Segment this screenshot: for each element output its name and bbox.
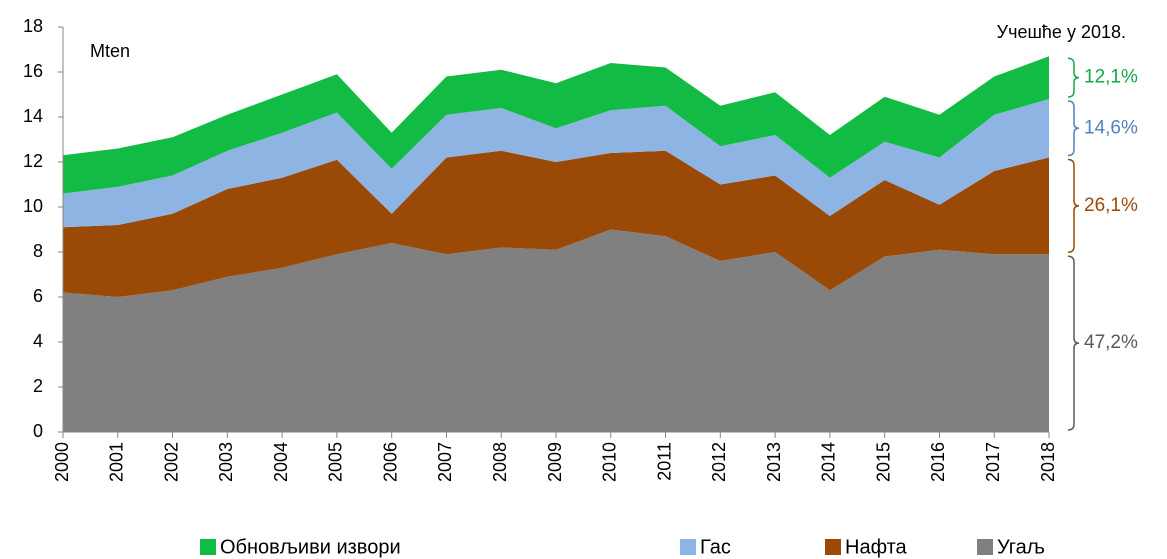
legend-label: Угаљ bbox=[997, 536, 1045, 558]
y-tick-label: 14 bbox=[23, 106, 43, 126]
share-label: 47,2% bbox=[1084, 332, 1138, 353]
x-tick-label: 2005 bbox=[326, 442, 346, 482]
brace bbox=[1067, 57, 1080, 98]
y-tick-label: 12 bbox=[23, 151, 43, 171]
x-tick-label: 2017 bbox=[983, 442, 1003, 482]
unit-label: Mten bbox=[90, 41, 130, 61]
legend-swatch bbox=[825, 539, 841, 555]
x-tick-label: 2011 bbox=[654, 442, 674, 481]
x-tick-label: 2018 bbox=[1038, 442, 1058, 482]
x-tick-label: 2003 bbox=[216, 442, 236, 482]
x-tick-label: 2014 bbox=[819, 442, 839, 482]
legend-label: Нафта bbox=[845, 536, 908, 558]
share-title: Учешће у 2018. bbox=[997, 22, 1126, 42]
x-tick-label: 2010 bbox=[600, 442, 620, 482]
legend-label: Гас bbox=[700, 536, 731, 558]
x-tick-label: 2009 bbox=[545, 442, 565, 482]
x-tick-label: 2001 bbox=[107, 442, 127, 482]
x-tick-label: 2012 bbox=[709, 442, 729, 482]
x-tick-label: 2000 bbox=[52, 442, 72, 482]
share-label: 14,6% bbox=[1084, 117, 1138, 138]
area bbox=[63, 150, 1049, 297]
y-tick-label: 10 bbox=[23, 196, 43, 216]
x-tick-label: 2004 bbox=[271, 442, 291, 482]
x-tick-label: 2002 bbox=[161, 442, 181, 482]
x-tick-label: 2015 bbox=[873, 442, 893, 482]
brace bbox=[1067, 158, 1080, 253]
legend-label: Обновљиви извори bbox=[220, 536, 401, 558]
y-tick-label: 4 bbox=[33, 331, 43, 351]
y-tick-label: 2 bbox=[33, 376, 43, 396]
area bbox=[63, 56, 1049, 194]
brace bbox=[1067, 255, 1080, 431]
area bbox=[63, 99, 1049, 228]
x-tick-label: 2007 bbox=[435, 442, 455, 482]
legend-swatch bbox=[680, 539, 696, 555]
x-tick-label: 2016 bbox=[928, 442, 948, 482]
x-tick-label: 2013 bbox=[764, 442, 784, 482]
legend-swatch bbox=[200, 539, 216, 555]
y-tick-label: 6 bbox=[33, 286, 43, 306]
y-tick-label: 8 bbox=[33, 241, 43, 261]
y-tick-label: 16 bbox=[23, 61, 43, 81]
legend-swatch bbox=[977, 539, 993, 555]
area bbox=[63, 229, 1049, 432]
y-tick-label: 0 bbox=[33, 421, 43, 441]
x-tick-label: 2006 bbox=[380, 442, 400, 482]
y-tick-label: 18 bbox=[23, 16, 43, 36]
brace bbox=[1067, 100, 1080, 157]
share-label: 26,1% bbox=[1084, 195, 1138, 216]
x-tick-label: 2008 bbox=[490, 442, 510, 482]
share-label: 12,1% bbox=[1084, 67, 1138, 88]
